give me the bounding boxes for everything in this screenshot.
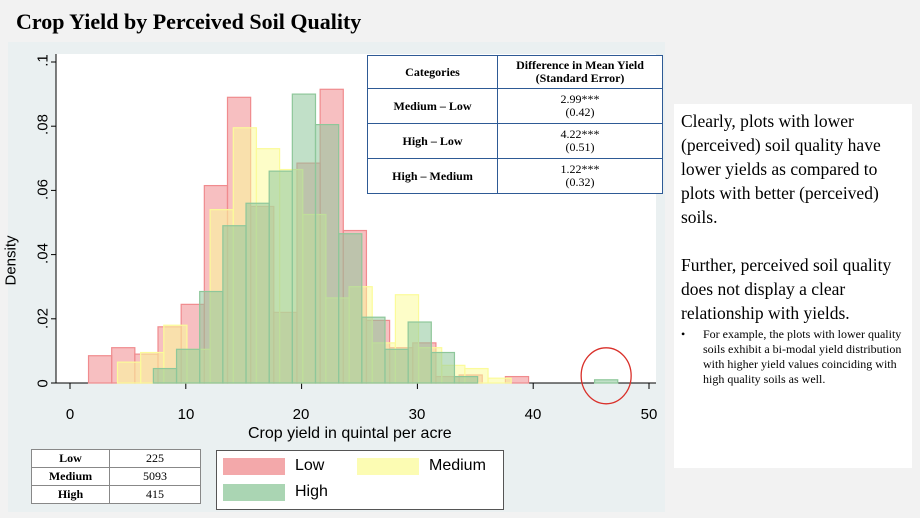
table-header-categories: Categories bbox=[367, 55, 498, 89]
category-cell: Medium – Low bbox=[367, 88, 498, 124]
table-header-difference: Difference in Mean Yield (Standard Error… bbox=[497, 55, 663, 89]
legend-item-low: Low bbox=[223, 457, 324, 475]
histogram-bar-high bbox=[314, 123, 340, 384]
y-tick-label: .1 bbox=[34, 54, 52, 67]
note-bullet: • For example, the plots with lower qual… bbox=[681, 327, 905, 387]
category-cell: High – Low bbox=[367, 123, 498, 159]
count-value: 415 bbox=[109, 485, 201, 504]
y-tick-label: 0 bbox=[34, 379, 52, 388]
x-tick-label: 20 bbox=[292, 406, 310, 423]
y-tick-label: .06 bbox=[34, 179, 52, 200]
x-tick-label: 40 bbox=[524, 406, 542, 423]
legend-label: Low bbox=[295, 457, 325, 474]
diff-value: 1.22*** bbox=[560, 162, 600, 176]
x-axis-label: Crop yield in quintal per acre bbox=[248, 425, 452, 442]
slide-title: Crop Yield by Perceived Soil Quality bbox=[16, 9, 362, 34]
histogram-bar-high bbox=[453, 375, 479, 384]
histogram-bar-high bbox=[338, 233, 363, 384]
highlight-circle bbox=[580, 347, 632, 405]
se-value: (0.51) bbox=[565, 140, 595, 154]
x-tick-label: 30 bbox=[408, 406, 426, 423]
histogram-bar-high bbox=[268, 170, 293, 384]
diff-value: 4.22*** bbox=[560, 127, 600, 141]
histogram-bar-high bbox=[152, 367, 178, 384]
chart-panel: Density Crop yield in quintal per acre 0… bbox=[3, 42, 665, 512]
histogram-bar-high bbox=[291, 93, 317, 384]
bullet-icon: • bbox=[681, 327, 686, 341]
chart-legend: Low Medium High bbox=[216, 450, 504, 510]
legend-item-medium: Medium bbox=[357, 457, 486, 475]
count-label: High bbox=[31, 485, 110, 504]
count-value: 225 bbox=[109, 449, 201, 468]
legend-label: Medium bbox=[429, 457, 486, 474]
x-tick-label: 10 bbox=[177, 406, 195, 423]
difference-cell: 1.22*** (0.32) bbox=[497, 158, 663, 194]
table-row: Medium – Low 2.99*** (0.42) bbox=[367, 88, 663, 124]
histogram-bar-high bbox=[199, 290, 224, 384]
y-axis-label: Density bbox=[2, 235, 20, 286]
legend-swatch-medium bbox=[357, 457, 419, 475]
histogram-bar-high bbox=[384, 348, 409, 384]
histogram-bar-high bbox=[593, 379, 619, 384]
notes-panel: Clearly, plots with lower (perceived) so… bbox=[674, 104, 912, 468]
table-row: High – Medium 1.22*** (0.32) bbox=[367, 158, 663, 194]
histogram-bar-high bbox=[245, 202, 270, 384]
category-cell: High – Medium bbox=[367, 158, 498, 194]
histogram-bar-high bbox=[407, 321, 432, 384]
table-row: High – Low 4.22*** (0.51) bbox=[367, 123, 663, 159]
y-tick-label: .08 bbox=[34, 114, 52, 135]
histogram-bar-high bbox=[175, 348, 201, 384]
se-value: (0.32) bbox=[565, 175, 595, 189]
difference-table: Categories Difference in Mean Yield (Sta… bbox=[367, 55, 663, 194]
y-tick-label: .02 bbox=[34, 308, 52, 329]
count-label: Low bbox=[31, 449, 110, 468]
difference-cell: 2.99*** (0.42) bbox=[497, 88, 663, 124]
legend-item-high: High bbox=[223, 483, 328, 501]
x-tick-label: 0 bbox=[65, 406, 75, 423]
note-paragraph: Further, perceived soil quality does not… bbox=[681, 255, 892, 323]
count-label: Medium bbox=[31, 467, 110, 486]
histogram-bar-high bbox=[430, 351, 456, 384]
note-paragraph: Clearly, plots with lower (perceived) so… bbox=[681, 111, 881, 227]
y-tick-label: .04 bbox=[34, 243, 52, 264]
histogram-bar-high bbox=[361, 316, 386, 384]
x-tick-label: 50 bbox=[640, 406, 658, 423]
header-line: (Standard Error) bbox=[535, 71, 625, 85]
count-table: Low 225 Medium 5093 High 415 bbox=[31, 449, 201, 504]
count-value: 5093 bbox=[109, 467, 201, 486]
histogram-bar-medium bbox=[116, 361, 142, 384]
table-row: Low 225 bbox=[31, 449, 201, 468]
difference-cell: 4.22*** (0.51) bbox=[497, 123, 663, 159]
histogram-bar-medium bbox=[487, 377, 512, 384]
legend-swatch-low bbox=[223, 457, 285, 475]
table-row: Medium 5093 bbox=[31, 467, 201, 486]
legend-swatch-high bbox=[223, 483, 285, 501]
header-line: Difference in Mean Yield bbox=[516, 58, 644, 72]
legend-label: High bbox=[295, 483, 328, 500]
bullet-text: For example, the plots with lower qualit… bbox=[703, 327, 902, 386]
se-value: (0.42) bbox=[565, 105, 595, 119]
table-row: High 415 bbox=[31, 485, 201, 504]
diff-value: 2.99*** bbox=[560, 92, 600, 106]
histogram-bar-low bbox=[87, 355, 113, 384]
histogram-bar-high bbox=[222, 225, 247, 384]
